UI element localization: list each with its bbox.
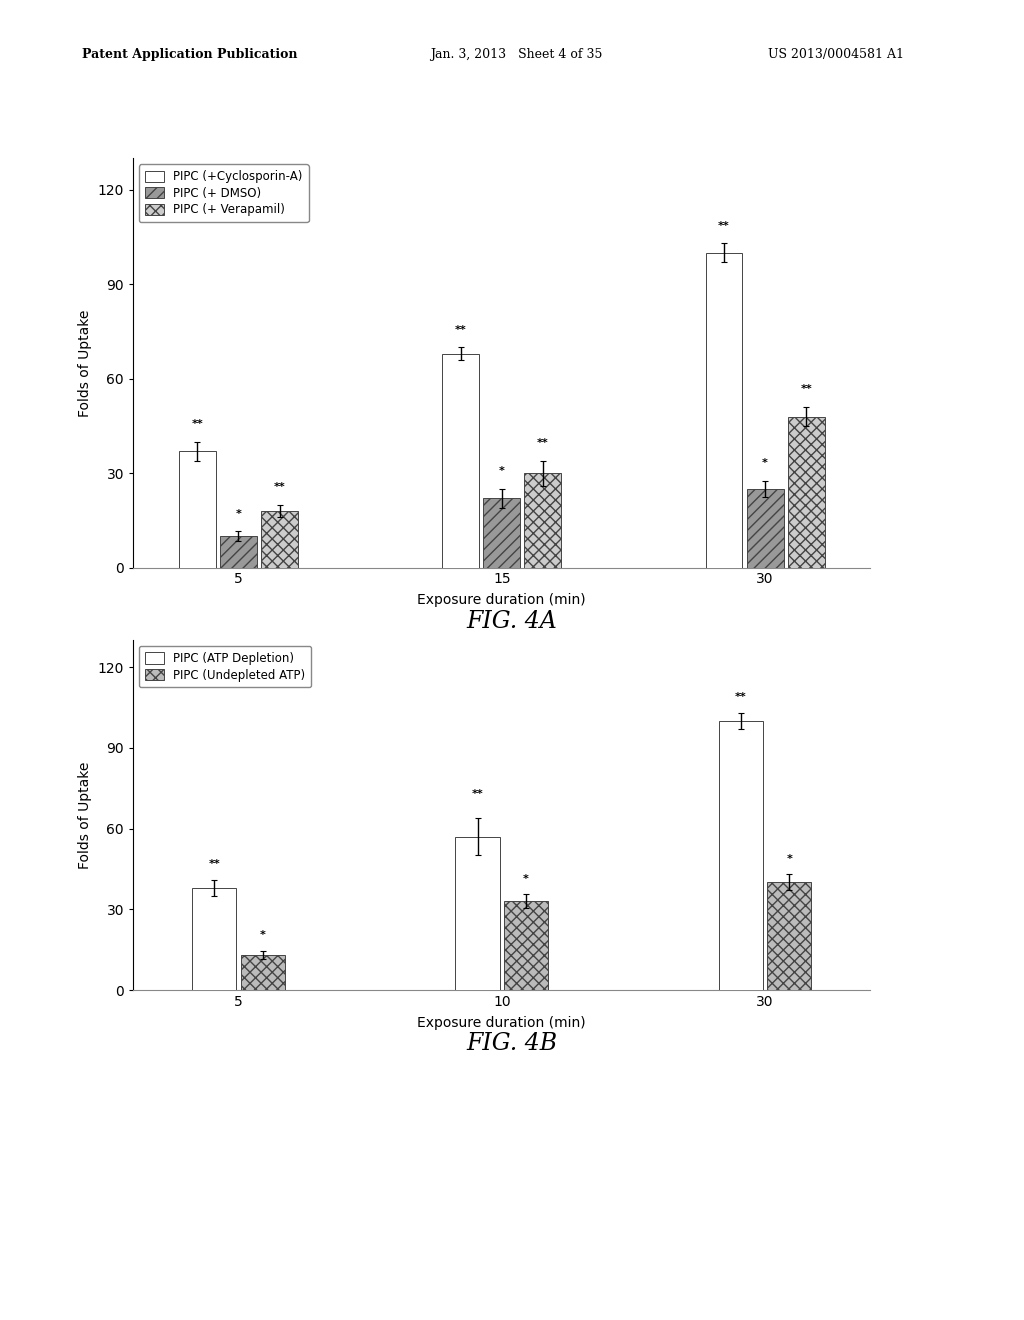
Y-axis label: Folds of Uptake: Folds of Uptake xyxy=(78,762,92,869)
Legend: PIPC (ATP Depletion), PIPC (Undepleted ATP): PIPC (ATP Depletion), PIPC (Undepleted A… xyxy=(139,645,311,688)
Bar xyxy=(524,473,561,568)
Bar xyxy=(504,902,548,990)
Y-axis label: Folds of Uptake: Folds of Uptake xyxy=(78,309,92,417)
Text: FIG. 4B: FIG. 4B xyxy=(467,1032,557,1055)
Text: *: * xyxy=(260,931,265,940)
Text: Jan. 3, 2013   Sheet 4 of 35: Jan. 3, 2013 Sheet 4 of 35 xyxy=(430,48,602,61)
Text: *: * xyxy=(762,458,768,469)
Bar xyxy=(706,253,742,568)
Text: **: ** xyxy=(537,438,549,447)
X-axis label: Exposure duration (min): Exposure duration (min) xyxy=(418,1016,586,1030)
Bar xyxy=(179,451,216,568)
Bar xyxy=(719,721,763,990)
Text: FIG. 4A: FIG. 4A xyxy=(467,610,557,632)
Bar xyxy=(193,888,237,990)
Bar xyxy=(787,417,824,568)
Text: **: ** xyxy=(208,859,220,869)
Bar xyxy=(241,956,285,990)
Text: **: ** xyxy=(191,420,203,429)
Text: **: ** xyxy=(455,325,467,335)
Text: **: ** xyxy=(735,692,746,702)
Bar xyxy=(483,499,520,568)
Text: **: ** xyxy=(472,789,483,799)
Text: Patent Application Publication: Patent Application Publication xyxy=(82,48,297,61)
Text: *: * xyxy=(786,854,793,863)
Text: **: ** xyxy=(801,384,812,395)
Bar xyxy=(220,536,257,568)
Bar xyxy=(261,511,298,568)
Text: **: ** xyxy=(718,220,730,231)
Text: **: ** xyxy=(273,482,286,492)
Legend: PIPC (+Cyclosporin-A), PIPC (+ DMSO), PIPC (+ Verapamil): PIPC (+Cyclosporin-A), PIPC (+ DMSO), PI… xyxy=(139,164,308,222)
Bar xyxy=(442,354,479,568)
Text: US 2013/0004581 A1: US 2013/0004581 A1 xyxy=(768,48,904,61)
Text: *: * xyxy=(523,874,529,883)
Bar xyxy=(746,488,783,568)
X-axis label: Exposure duration (min): Exposure duration (min) xyxy=(418,594,586,607)
Text: *: * xyxy=(499,466,505,477)
Bar xyxy=(456,837,500,990)
Bar xyxy=(767,882,811,990)
Text: *: * xyxy=(236,508,242,519)
